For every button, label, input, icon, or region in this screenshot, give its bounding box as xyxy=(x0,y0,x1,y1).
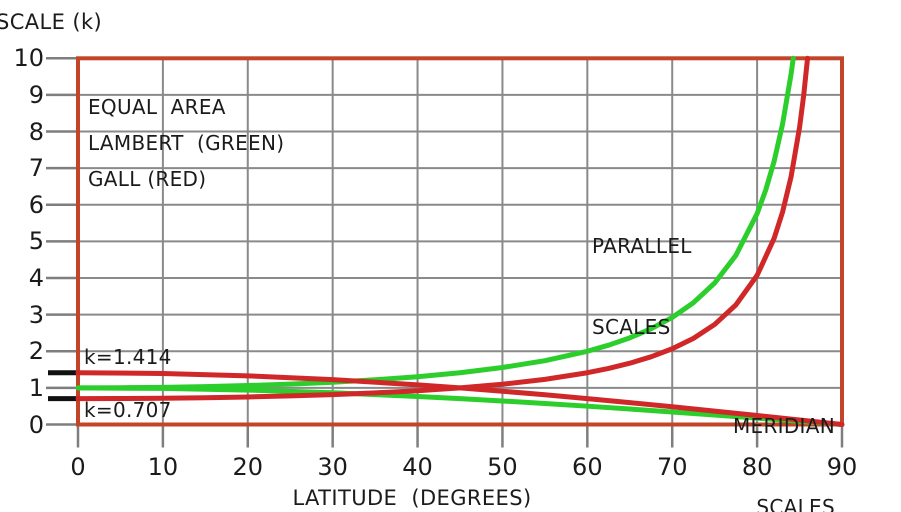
y-tick-label: 4 xyxy=(28,264,44,293)
y-tick-label: 2 xyxy=(28,337,44,366)
parallel-scales-label: PARALLEL SCALES xyxy=(592,179,692,395)
meridian-scales-line2: SCALES xyxy=(756,495,835,512)
x-tick-label: 40 xyxy=(402,453,433,481)
x-tick-label: 70 xyxy=(656,453,688,481)
x-tick-label: 10 xyxy=(147,453,179,481)
y-tick-label: 10 xyxy=(13,44,44,73)
y-tick-label: 8 xyxy=(28,117,44,146)
ref-label-k-1414: k=1.414 xyxy=(84,345,172,369)
meridian-scales-line1: MERIDIAN xyxy=(732,414,835,438)
x-tick-label: 60 xyxy=(572,453,603,481)
legend-equal-area: EQUAL AREA xyxy=(88,95,226,119)
y-tick-label: 1 xyxy=(28,373,44,402)
y-tick-label: 0 xyxy=(28,410,44,439)
x-axis-title: LATITUDE (DEGREES) xyxy=(292,486,532,510)
curve-parallel-green xyxy=(75,55,796,391)
y-tick-label: 3 xyxy=(28,300,44,329)
x-tick-label: 20 xyxy=(232,453,264,481)
x-tick-label: 30 xyxy=(317,453,348,481)
y-axis-title: SCALE (k) xyxy=(0,10,103,34)
curve-meridian-green xyxy=(75,385,845,427)
curve-meridian-red xyxy=(75,370,845,427)
x-tick-label: 50 xyxy=(487,453,518,481)
curve-parallel-red xyxy=(75,55,811,402)
legend-lambert-green: LAMBERT (GREEN) xyxy=(88,131,285,155)
parallel-scales-line1: PARALLEL xyxy=(592,234,692,258)
x-tick-label: 80 xyxy=(741,453,773,481)
y-tick-label: 6 xyxy=(28,190,44,219)
parallel-scales-line2: SCALES xyxy=(592,315,671,339)
ref-label-k-0707: k=0.707 xyxy=(84,398,172,422)
y-tick-label: 5 xyxy=(28,227,44,256)
x-tick-label: 0 xyxy=(70,453,86,481)
y-tick-label: 9 xyxy=(28,80,44,109)
legend-gall-red: GALL (RED) xyxy=(88,167,207,191)
meridian-scales-label: MERIDIAN SCALES xyxy=(733,359,835,512)
plot-frame xyxy=(76,56,844,427)
x-tick-label: 90 xyxy=(826,453,858,481)
y-tick-label: 7 xyxy=(28,154,44,183)
